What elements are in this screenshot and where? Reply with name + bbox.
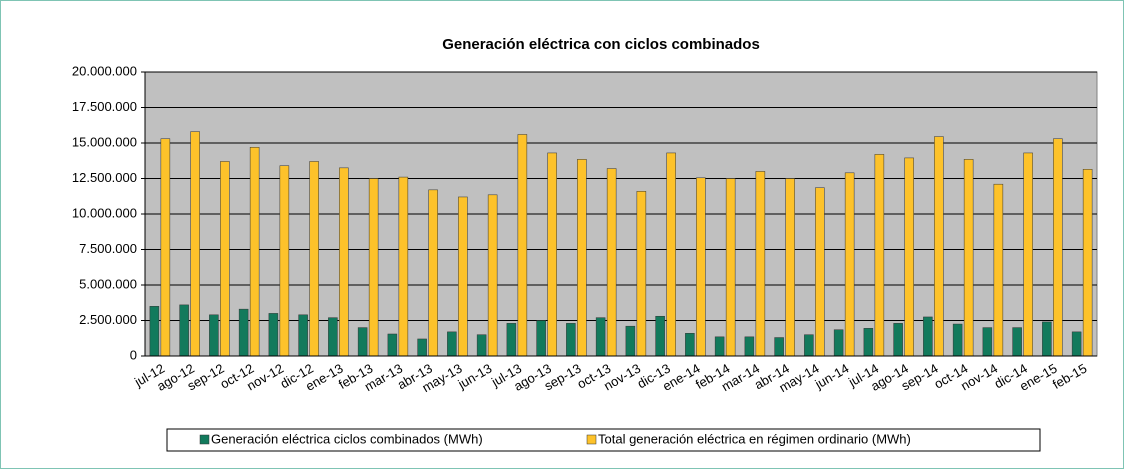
bar: [815, 187, 825, 357]
bar: [458, 196, 468, 357]
bar: [625, 325, 636, 357]
bar: [993, 183, 1004, 357]
bar: [863, 328, 874, 357]
legend-swatch: [586, 434, 597, 445]
bar: [595, 317, 606, 357]
bar: [1042, 321, 1052, 357]
bar: [476, 334, 487, 357]
bar: [696, 177, 706, 357]
bar: [357, 327, 368, 357]
bar: [952, 323, 963, 357]
y-tick-label: 0: [130, 347, 137, 362]
bar: [755, 171, 766, 357]
bar: [328, 317, 338, 357]
bar: [833, 329, 844, 357]
legend-box: [166, 428, 1041, 452]
bar: [934, 136, 944, 357]
bar: [982, 327, 993, 357]
bar: [774, 337, 784, 357]
chart-title: Generación eléctrica con ciclos combinad…: [442, 36, 760, 53]
bar: [417, 338, 427, 357]
y-tick-label: 12.500.000: [72, 170, 137, 185]
bar: [447, 331, 457, 357]
legend-label: Generación eléctrica ciclos combinados (…: [211, 431, 483, 446]
bar: [428, 189, 438, 357]
bar: [1053, 138, 1063, 357]
bar: [298, 314, 308, 357]
bar: [963, 159, 974, 357]
bar: [666, 152, 676, 357]
y-tick-label: 20.000.000: [72, 63, 137, 78]
bar: [368, 178, 379, 357]
bar: [577, 159, 587, 357]
bar: [785, 178, 795, 357]
bar: [655, 315, 665, 357]
bar: [566, 323, 576, 357]
bar: [606, 168, 617, 357]
bar: [874, 154, 885, 357]
bar: [506, 323, 517, 357]
bar: [904, 157, 914, 357]
bar: [636, 191, 647, 357]
bar: [190, 131, 200, 357]
bar: [339, 167, 349, 357]
bar: [517, 134, 528, 357]
bar: [725, 178, 736, 357]
bar: [268, 313, 279, 357]
legend-label: Total generación eléctrica en régimen or…: [598, 431, 911, 446]
bar: [536, 320, 546, 357]
bar: [279, 165, 290, 357]
bar: [487, 194, 498, 357]
y-tick-label: 5.000.000: [79, 276, 137, 291]
bar: [1012, 327, 1022, 357]
bar: [1082, 169, 1093, 357]
y-tick-label: 15.000.000: [72, 134, 137, 149]
bar: [1023, 152, 1033, 357]
bar: [893, 323, 903, 357]
bar: [923, 316, 933, 357]
bar: [1071, 331, 1082, 357]
bar: [714, 336, 725, 357]
bar: [844, 172, 855, 357]
bar: [209, 314, 219, 357]
bar: [309, 161, 319, 357]
bar: [804, 334, 814, 357]
y-tick-label: 7.500.000: [79, 241, 137, 256]
y-tick-label: 10.000.000: [72, 205, 137, 220]
bar: [547, 152, 557, 357]
y-tick-label: 17.500.000: [72, 99, 137, 114]
bar: [160, 138, 171, 357]
bar: [398, 176, 409, 357]
bar: [179, 304, 189, 357]
bar: [149, 306, 160, 357]
bar: [387, 333, 398, 357]
y-tick-label: 2.500.000: [79, 312, 137, 327]
bar: [744, 336, 755, 357]
bar: [220, 161, 230, 357]
bar: [685, 333, 695, 357]
legend-swatch: [199, 434, 210, 445]
bar: [249, 147, 260, 357]
bar: [238, 308, 249, 357]
